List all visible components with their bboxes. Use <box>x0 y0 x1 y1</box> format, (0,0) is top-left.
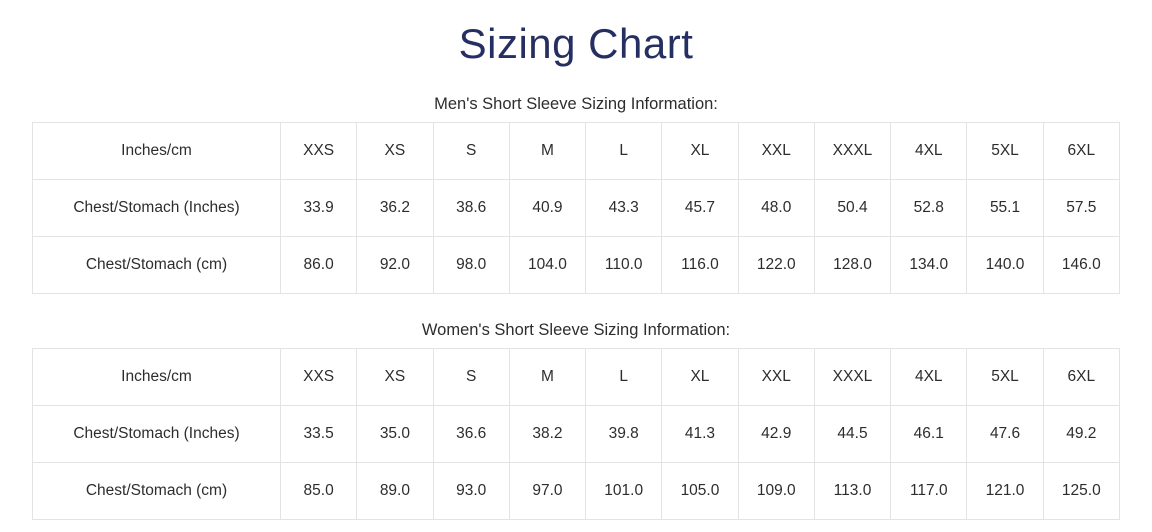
mens-table-caption: Men's Short Sleeve Sizing Information: <box>434 95 718 114</box>
size-header-cell: XXS <box>279 122 358 181</box>
size-value-cell: 101.0 <box>585 462 663 521</box>
size-value-cell: 55.1 <box>966 179 1044 238</box>
page-title: Sizing Chart <box>458 20 694 67</box>
size-value-cell: 38.6 <box>432 179 510 238</box>
size-value-cell: 105.0 <box>661 462 739 521</box>
size-value-cell: 86.0 <box>279 236 358 295</box>
womens-table-caption: Women's Short Sleeve Sizing Information: <box>421 321 731 340</box>
row-label-cell: Chest/Stomach (Inches) <box>32 405 281 464</box>
size-value-cell: 140.0 <box>966 236 1044 295</box>
size-value-cell: 36.6 <box>432 405 510 464</box>
size-header-cell: XS <box>356 348 434 407</box>
size-value-cell: 44.5 <box>813 405 892 464</box>
units-header-cell: Inches/cm <box>32 122 281 181</box>
size-value-cell: 116.0 <box>661 236 739 295</box>
size-value-cell: 39.8 <box>585 405 663 464</box>
size-header-cell: 5XL <box>966 122 1044 181</box>
size-header-cell: L <box>585 348 663 407</box>
size-value-cell: 36.2 <box>356 179 434 238</box>
size-value-cell: 92.0 <box>356 236 434 295</box>
size-value-cell: 110.0 <box>585 236 663 295</box>
size-value-cell: 113.0 <box>813 462 892 521</box>
size-value-cell: 41.3 <box>661 405 739 464</box>
size-value-cell: 125.0 <box>1042 462 1121 521</box>
mens-sizing-section: Men's Short Sleeve Sizing Information: I… <box>0 95 1152 295</box>
size-header-cell: 6XL <box>1042 122 1121 181</box>
size-value-cell: 134.0 <box>890 236 968 295</box>
size-header-cell: 4XL <box>890 348 968 407</box>
size-header-cell: S <box>432 348 510 407</box>
row-label-cell: Chest/Stomach (cm) <box>32 462 281 521</box>
size-value-cell: 48.0 <box>737 179 815 238</box>
size-header-cell: M <box>508 122 587 181</box>
header-row: Inches/cm XXS XS S M L XL XXL XXXL 4XL 5XL 6XL <box>32 122 1121 181</box>
size-header-cell: XXL <box>737 348 815 407</box>
table-row: Chest/Stomach (Inches) 33.9 36.2 38.6 40.9 43… <box>32 179 1121 238</box>
size-value-cell: 40.9 <box>508 179 587 238</box>
mens-sizing-table: Inches/cm XXS XS S M L XL XXL XXXL 4XL 5XL 6XL Chest… <box>32 122 1121 295</box>
size-value-cell: 121.0 <box>966 462 1044 521</box>
size-value-cell: 33.5 <box>279 405 358 464</box>
header-row: Inches/cm XXS XS S M L XL XXL XXXL 4XL 5XL 6XL <box>32 348 1121 407</box>
table-row: Chest/Stomach (cm) 85.0 89.0 93.0 97.0 101.0 1… <box>32 462 1121 521</box>
size-value-cell: 57.5 <box>1042 179 1121 238</box>
size-value-cell: 33.9 <box>279 179 358 238</box>
row-label-cell: Chest/Stomach (cm) <box>32 236 281 295</box>
size-header-cell: L <box>585 122 663 181</box>
table-row: Chest/Stomach (Inches) 33.5 35.0 36.6 38.2 39… <box>32 405 1121 464</box>
size-header-cell: XXXL <box>813 348 892 407</box>
size-header-cell: XS <box>356 122 434 181</box>
size-value-cell: 50.4 <box>813 179 892 238</box>
size-header-cell: XXXL <box>813 122 892 181</box>
size-value-cell: 45.7 <box>661 179 739 238</box>
sizing-chart-page: Sizing Chart Men's Short Sleeve Sizing I… <box>0 20 1152 521</box>
size-header-cell: M <box>508 348 587 407</box>
size-header-cell: XL <box>661 122 739 181</box>
womens-sizing-table: Inches/cm XXS XS S M L XL XXL XXXL 4XL 5XL 6XL Chest… <box>32 348 1121 521</box>
size-header-cell: XL <box>661 348 739 407</box>
size-header-cell: 6XL <box>1042 348 1121 407</box>
size-value-cell: 43.3 <box>585 179 663 238</box>
womens-sizing-section: Women's Short Sleeve Sizing Information:… <box>0 321 1152 521</box>
size-value-cell: 146.0 <box>1042 236 1121 295</box>
size-header-cell: S <box>432 122 510 181</box>
size-value-cell: 117.0 <box>890 462 968 521</box>
size-value-cell: 52.8 <box>890 179 968 238</box>
size-value-cell: 104.0 <box>508 236 587 295</box>
size-value-cell: 109.0 <box>737 462 815 521</box>
size-value-cell: 128.0 <box>813 236 892 295</box>
size-value-cell: 35.0 <box>356 405 434 464</box>
size-value-cell: 47.6 <box>966 405 1044 464</box>
size-value-cell: 38.2 <box>508 405 587 464</box>
size-header-cell: XXL <box>737 122 815 181</box>
size-value-cell: 49.2 <box>1042 405 1121 464</box>
size-value-cell: 122.0 <box>737 236 815 295</box>
size-value-cell: 46.1 <box>890 405 968 464</box>
size-value-cell: 98.0 <box>432 236 510 295</box>
size-header-cell: 5XL <box>966 348 1044 407</box>
size-value-cell: 97.0 <box>508 462 587 521</box>
size-value-cell: 85.0 <box>279 462 358 521</box>
row-label-cell: Chest/Stomach (Inches) <box>32 179 281 238</box>
units-header-cell: Inches/cm <box>32 348 281 407</box>
size-header-cell: XXS <box>279 348 358 407</box>
size-header-cell: 4XL <box>890 122 968 181</box>
size-value-cell: 89.0 <box>356 462 434 521</box>
size-value-cell: 93.0 <box>432 462 510 521</box>
table-row: Chest/Stomach (cm) 86.0 92.0 98.0 104.0 110.0… <box>32 236 1121 295</box>
size-value-cell: 42.9 <box>737 405 815 464</box>
